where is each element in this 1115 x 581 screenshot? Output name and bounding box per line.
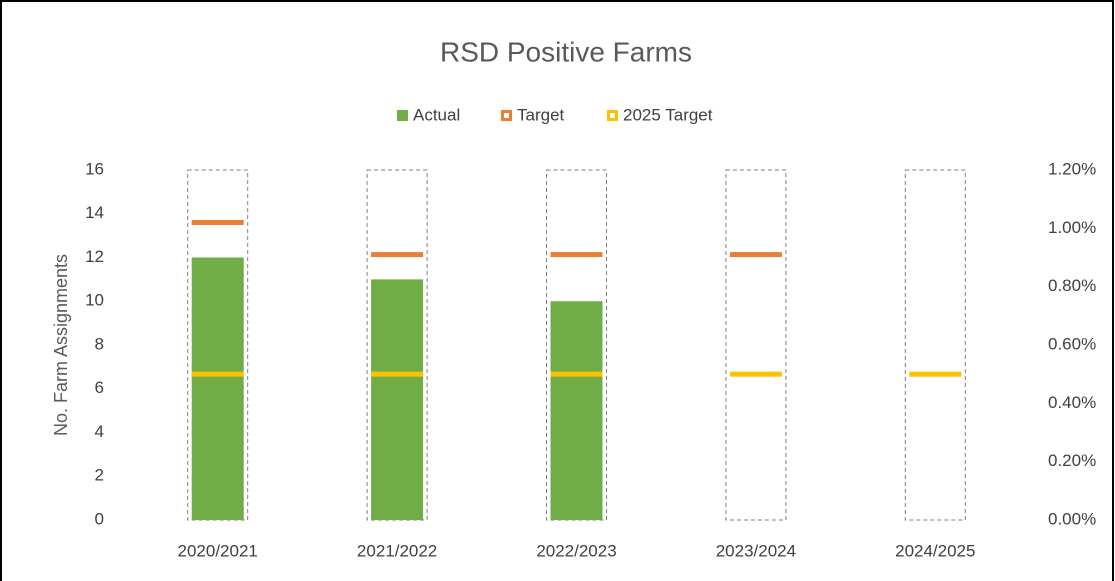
y2-tick-label: 1.00%: [1048, 218, 1096, 237]
y2-tick-label: 0.80%: [1048, 276, 1096, 295]
target-marker: [371, 252, 424, 258]
legend-label: Actual: [413, 105, 460, 124]
target-marker: [550, 252, 603, 258]
y-tick-label: 14: [85, 203, 104, 222]
target-marker: [191, 220, 244, 225]
y-tick-label: 0: [95, 509, 104, 528]
target-marker: [191, 371, 244, 377]
category-box: [546, 169, 607, 521]
y-tick-label: 4: [95, 422, 104, 441]
y-tick-label: 10: [85, 291, 104, 310]
chart-title: RSD Positive Farms: [440, 36, 692, 67]
legend-swatch: [501, 110, 512, 121]
bar: [550, 301, 603, 520]
y-tick-label: 6: [95, 378, 104, 397]
y2-tick-label: 1.20%: [1048, 159, 1096, 178]
category-box: [904, 169, 966, 521]
legend-label: Target: [517, 105, 565, 124]
y-tick-label: 16: [85, 159, 104, 178]
category-box: [187, 169, 249, 521]
category-box: [725, 169, 787, 521]
legend: Actual Target 2025 Target: [397, 105, 713, 124]
target-marker: [729, 252, 782, 258]
x-tick-label: 2023/2024: [716, 541, 796, 560]
legend-label: 2025 Target: [623, 105, 713, 124]
x-tick-label: 2021/2022: [357, 541, 437, 560]
x-tick-label: 2024/2025: [895, 541, 975, 560]
bar: [371, 279, 424, 520]
legend-swatch: [397, 110, 408, 121]
target-marker: [550, 371, 603, 377]
x-tick-label: 2020/2021: [178, 541, 258, 560]
y2-tick-label: 0.60%: [1048, 334, 1096, 353]
target-marker: [909, 371, 962, 377]
y-tick-label: 12: [85, 247, 104, 266]
y-tick-label: 2: [95, 466, 104, 485]
y2-tick-label: 0.40%: [1048, 393, 1096, 412]
target-marker: [729, 371, 782, 377]
y-tick-label: 8: [95, 334, 104, 353]
bar: [191, 257, 244, 520]
y2-tick-label: 0.20%: [1048, 451, 1096, 470]
y2-tick-label: 0.00%: [1048, 509, 1096, 528]
y-axis-label: No. Farm Assignments: [51, 254, 71, 436]
category-box: [366, 169, 428, 521]
target-marker: [371, 371, 424, 377]
x-tick-label: 2022/2023: [536, 541, 616, 560]
legend-swatch: [607, 110, 618, 121]
